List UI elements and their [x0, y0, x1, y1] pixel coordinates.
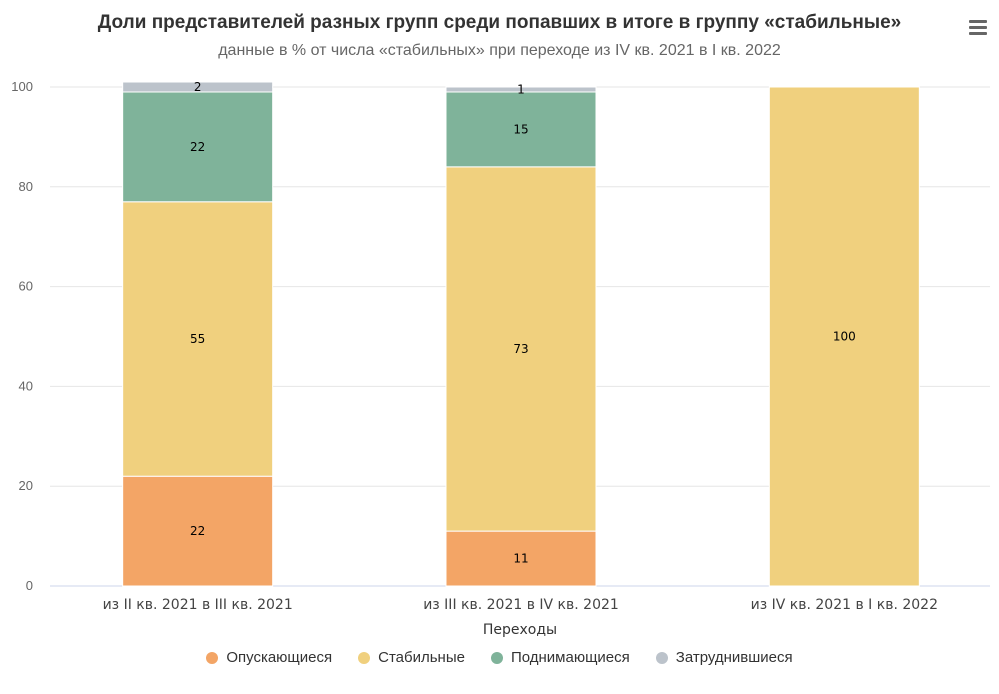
x-tick-label: из II кв. 2021 в III кв. 2021	[103, 597, 293, 613]
legend-item[interactable]: Стабильные	[358, 649, 465, 666]
legend-label: Опускающиеся	[226, 649, 333, 666]
legend-label: Поднимающиеся	[510, 649, 630, 666]
x-tick-label: из III кв. 2021 в IV кв. 2021	[423, 597, 619, 613]
bar-segment[interactable]	[122, 201, 274, 477]
bar-segment[interactable]	[445, 86, 597, 93]
data-label: 15	[513, 122, 528, 136]
bars	[122, 81, 920, 587]
y-tick-label: 80	[19, 179, 33, 194]
y-tick-label: 20	[19, 478, 33, 493]
legend-label: Затруднившиеся	[675, 649, 793, 666]
data-label: 1	[517, 82, 525, 96]
legend-marker-icon	[655, 651, 668, 664]
bar-segment[interactable]	[122, 81, 274, 93]
legend-marker-icon	[490, 651, 503, 664]
x-axis-title: Переходы	[483, 622, 557, 638]
legend: Опускающиеся Стабильные Поднимающиеся Затру…	[0, 649, 999, 666]
data-label: 11	[513, 552, 528, 566]
hamburger-menu-icon[interactable]	[962, 14, 992, 42]
data-label: 2	[194, 80, 202, 94]
legend-item[interactable]: Поднимающиеся	[490, 649, 630, 666]
legend-item[interactable]: Опускающиеся	[206, 649, 332, 666]
y-tick-label: 60	[19, 279, 33, 294]
bar-segment[interactable]	[768, 86, 920, 587]
data-label: 55	[190, 332, 205, 346]
bar-segment[interactable]	[445, 91, 597, 168]
legend-marker-icon	[358, 651, 371, 664]
x-axis-ticks: из II кв. 2021 в III кв. 2021 из III кв. …	[103, 597, 938, 613]
chart-title: Доли представителей разных групп среди п…	[97, 12, 902, 33]
data-label: 100	[833, 330, 856, 344]
x-tick-label: из IV кв. 2021 в I кв. 2022	[751, 597, 938, 613]
bar-segment[interactable]	[122, 475, 274, 587]
legend-marker-icon	[206, 651, 219, 664]
bar-segment[interactable]	[445, 166, 597, 532]
y-axis-ticks: 0 20 40 60 80 100	[11, 79, 33, 593]
chart-subtitle: данные в % от числа «стабильных» при пер…	[218, 42, 781, 59]
y-tick-label: 40	[19, 378, 33, 393]
data-label: 22	[190, 140, 205, 154]
y-tick-label: 100	[11, 79, 33, 94]
legend-label: Стабильные	[378, 649, 465, 666]
data-label: 22	[190, 524, 205, 538]
y-tick-label: 0	[26, 578, 33, 593]
legend-item[interactable]: Затруднившиеся	[655, 649, 793, 666]
data-label: 73	[513, 342, 528, 356]
